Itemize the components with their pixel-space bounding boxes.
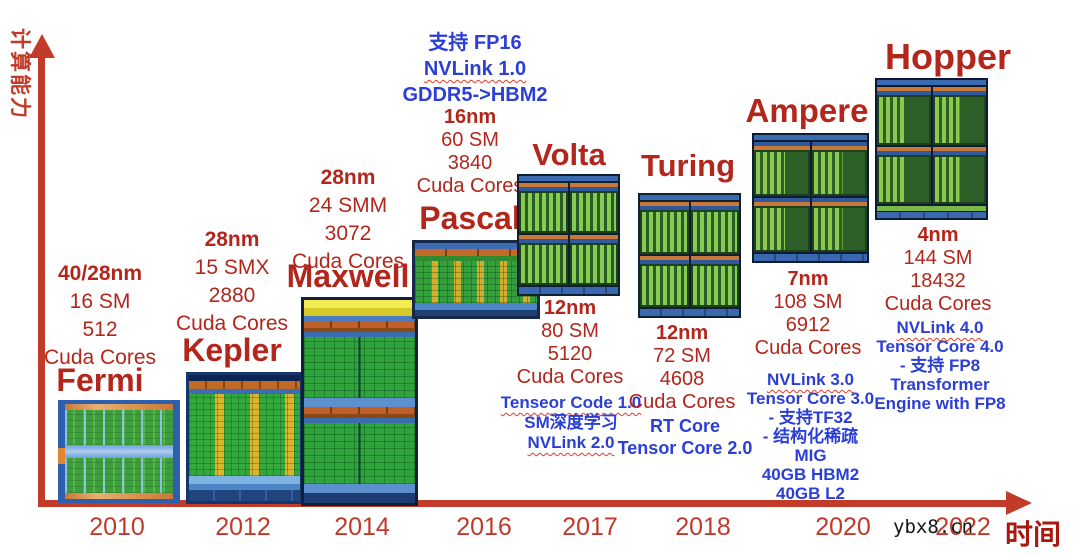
volta-process-node: 12nm [543,297,597,319]
volta-sm-count: 80 SM [541,320,599,342]
turing-feature-rtcore: RT Core [649,416,720,436]
pascal-core-label: Cuda Cores [416,175,524,197]
ampere-process-node: 7nm [787,268,829,290]
year-tick: 2020 [815,513,871,541]
ampere-feature-hbm2: 40GB HBM2 [761,465,860,484]
turing-title: Turing [640,148,736,183]
turing-core-label: Cuda Cores [628,391,736,413]
fermi-title: Fermi [56,362,144,398]
turing-specs: 12nm 72 SM 4608 Cuda Cores [612,322,752,414]
turing-process-node: 12nm [655,322,709,344]
pascal-specs: 16nm 60 SM 3840 Cuda Cores [400,106,540,198]
maxwell-core-count: 3072 [324,222,372,245]
kepler-sm-count: 15 SMX [194,256,270,279]
hopper-die-image [875,78,988,220]
maxwell-title: Maxwell [286,258,410,294]
y-axis-line [38,54,45,506]
volta-core-count: 5120 [547,343,593,365]
year-tick: 2017 [562,513,618,541]
ampere-features: NVLink 3.0 Tensor Core 3.0 - 支持TF32 - 结构… [733,370,888,503]
ampere-feature-nvlink: NVLink 3.0 [767,370,854,389]
hopper-sm-count: 144 SM [903,247,973,269]
hopper-feature-engine: Engine with FP8 [874,394,1006,413]
hopper-feature-nvlink: NVLink 4.0 [896,318,984,337]
fermi-sm-count: 16 SM [69,290,131,313]
volta-feature-nvlink: NVLink 2.0 [527,433,615,452]
y-axis-arrowhead-icon [29,34,55,58]
ampere-feature-tensor: Tensor Core 3.0 [746,389,875,408]
hopper-feature-tensor: Tensor Core 4.0 [876,337,1004,356]
hopper-specs: 4nm 144 SM 18432 Cuda Cores [868,224,1008,316]
turing-sm-count: 72 SM [653,345,711,367]
ampere-specs: 7nm 108 SM 6912 Cuda Cores [738,268,878,360]
hopper-features: NVLink 4.0 Tensor Core 4.0 - 支持 FP8 Tran… [860,318,1020,413]
maxwell-sm-count: 24 SMM [308,194,388,217]
x-axis-arrowhead-icon [1006,491,1032,515]
hopper-core-label: Cuda Cores [884,293,992,315]
ampere-feature-mig: MIG [794,446,827,465]
maxwell-die-image [301,297,418,506]
year-tick: 2018 [675,513,731,541]
ampere-feature-l2: 40GB L2 [776,484,845,503]
year-tick: 2022 [935,513,991,541]
year-tick: 2014 [334,513,390,541]
hopper-process-node: 4nm [917,224,959,246]
year-tick: 2012 [215,513,271,541]
pascal-features: 支持 FP16 NVLink 1.0 GDDR5->HBM2 [385,30,565,108]
kepler-title: Kepler [182,332,282,368]
volta-die-image [517,174,620,296]
pascal-process-node: 16nm [443,106,497,128]
hopper-title: Hopper [885,36,1011,77]
ampere-core-count: 6912 [785,314,831,336]
watermark-text: ybx8.cn [893,516,974,538]
kepler-core-label: Cuda Cores [175,312,289,335]
fermi-die-image [58,400,180,503]
volta-specs: 12nm 80 SM 5120 Cuda Cores [500,297,640,389]
pascal-title: Pascal [419,200,521,236]
ampere-sm-count: 108 SM [773,291,843,313]
ampere-feature-tf32: - 支持TF32 [768,408,853,427]
maxwell-specs: 28nm 24 SMM 3072 Cuda Cores [277,164,419,276]
kepler-core-count: 2880 [208,284,256,307]
pascal-sm-count: 60 SM [441,129,499,151]
x-axis-line [38,500,1010,507]
ampere-title: Ampere [745,92,869,129]
volta-title: Volta [532,137,606,172]
turing-feature-tensor: Tensor Core 2.0 [617,438,753,458]
turing-features: RT Core Tensor Core 2.0 [605,415,765,459]
volta-core-label: Cuda Cores [516,366,624,388]
maxwell-core-label: Cuda Cores [291,250,405,273]
year-tick: 2016 [456,513,512,541]
kepler-die-image [186,372,303,504]
fermi-process-node: 40/28nm [57,262,143,285]
year-tick: 2010 [89,513,145,541]
hopper-feature-fp8: - 支持 FP8 [899,356,981,375]
fermi-core-count: 512 [82,318,118,341]
hopper-core-count: 18432 [910,270,966,292]
y-axis-label: 计算能力 [8,28,31,120]
x-axis-label: 时间 [1004,519,1061,550]
kepler-process-node: 28nm [204,228,260,251]
fermi-core-label: Cuda Cores [43,346,157,369]
kepler-specs: 28nm 15 SMX 2880 Cuda Cores [162,226,302,338]
volta-features: Tenseor Code 1.0 SM深度学习 NVLink 2.0 [487,393,655,453]
turing-die-image [638,193,741,318]
pascal-feature-fp16: 支持 FP16 [428,32,522,54]
hopper-feature-transformer: Transformer [890,375,990,394]
pascal-feature-hbm2: GDDR5->HBM2 [402,84,548,106]
pascal-core-count: 3840 [447,152,493,174]
ampere-core-label: Cuda Cores [754,337,862,359]
maxwell-process-node: 28nm [320,166,376,189]
turing-core-count: 4608 [659,368,705,390]
pascal-feature-nvlink: NVLink 1.0 [423,58,527,80]
fermi-specs: 40/28nm 16 SM 512 Cuda Cores [30,260,170,372]
volta-feature-tensor: Tenseor Code 1.0 [500,393,642,412]
ampere-die-image [752,133,869,263]
volta-feature-deeplearning: SM深度学习 [524,413,618,432]
ampere-feature-sparsity: - 结构化稀疏 [762,427,859,446]
